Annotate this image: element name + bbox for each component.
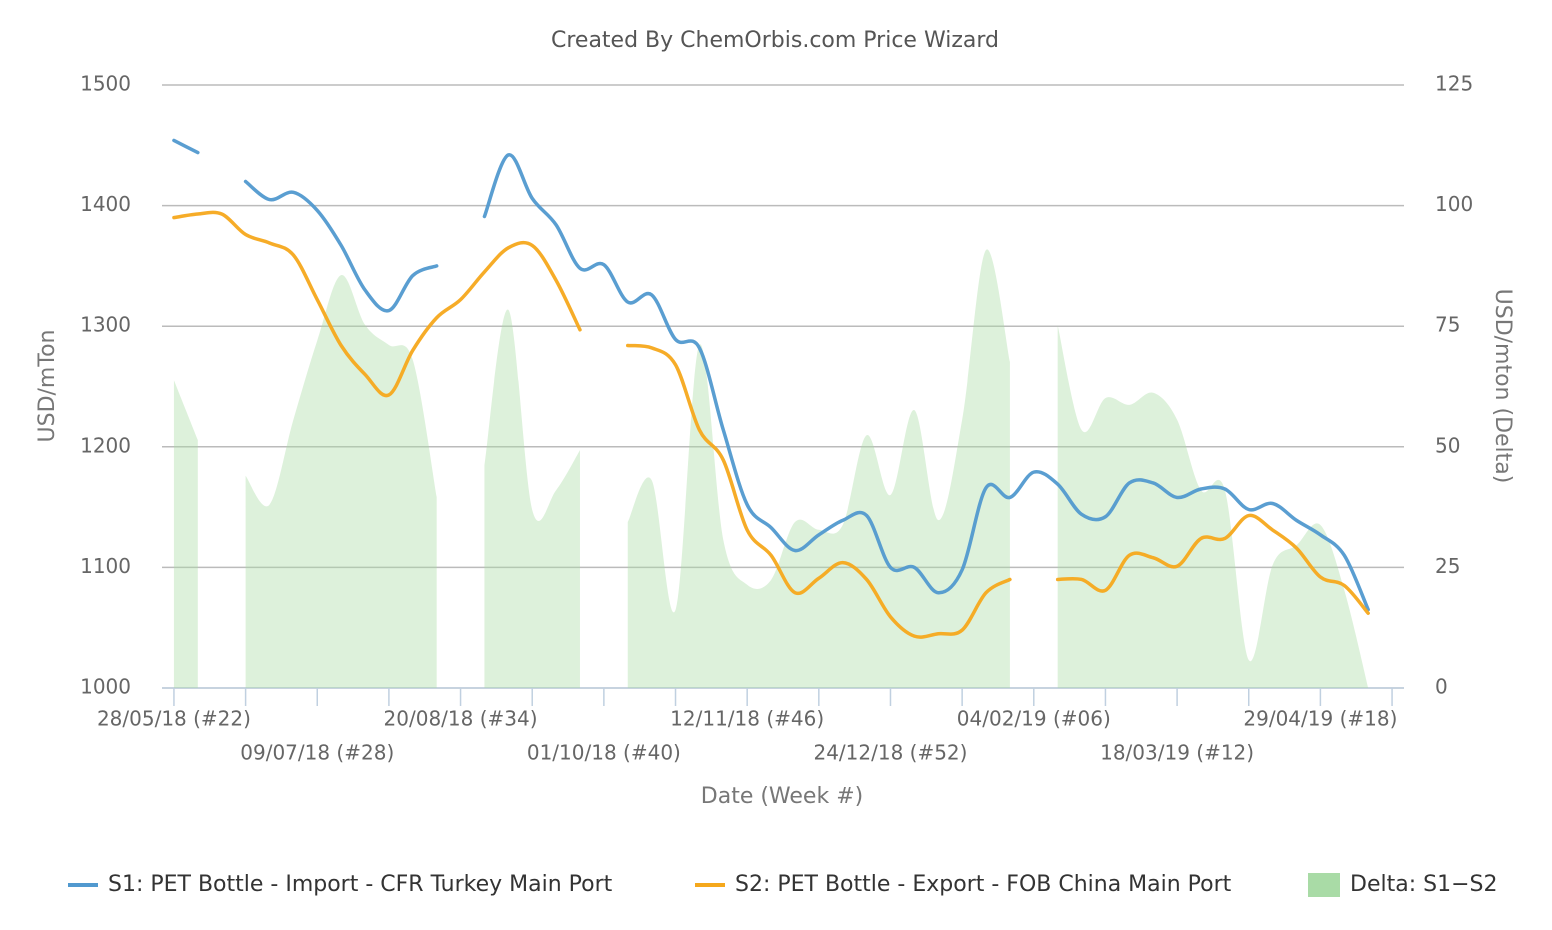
chart-title: Created By ChemOrbis.com Price Wizard <box>551 28 999 53</box>
x-tick-label: 18/03/19 (#12) <box>1100 741 1254 765</box>
x-tick-label: 20/08/18 (#34) <box>384 707 538 731</box>
y-tick-label: 1200 <box>80 433 131 457</box>
y2-tick-label: 50 <box>1435 433 1460 457</box>
y2-tick-label: 0 <box>1435 675 1448 699</box>
y-tick-label: 1400 <box>80 192 131 216</box>
y-tick-label: 1100 <box>80 554 131 578</box>
series-line <box>172 210 1370 639</box>
legend-label: S1: PET Bottle - Import - CFR Turkey Mai… <box>108 872 613 897</box>
legend-label: Delta: S1−S2 <box>1350 872 1497 897</box>
x-tick-label: 24/12/18 (#52) <box>813 741 967 765</box>
delta-area <box>173 249 1369 688</box>
y2-axis-title: USD/mton (Delta) <box>1490 289 1515 484</box>
x-tick-label: 01/10/18 (#40) <box>527 741 681 765</box>
x-axis-title: Date (Week #) <box>701 784 863 809</box>
y-tick-label: 1000 <box>80 675 131 699</box>
y-axis-title: USD/mTon <box>35 330 60 443</box>
x-tick-label: 29/04/19 (#18) <box>1243 707 1397 731</box>
y2-tick-label: 125 <box>1435 72 1473 96</box>
y-tick-label: 1500 <box>80 72 131 96</box>
y2-tick-label: 25 <box>1435 554 1460 578</box>
x-tick-label: 09/07/18 (#28) <box>240 741 394 765</box>
x-tick-label: 12/11/18 (#46) <box>670 707 824 731</box>
legend-label: S2: PET Bottle - Export - FOB China Main… <box>735 872 1232 897</box>
y2-tick-label: 75 <box>1435 313 1460 337</box>
x-tick-label: 04/02/19 (#06) <box>957 707 1111 731</box>
x-tick-label: 28/05/18 (#22) <box>97 707 251 731</box>
y2-tick-label: 100 <box>1435 192 1473 216</box>
legend-swatch <box>1308 873 1340 897</box>
y-tick-label: 1300 <box>80 313 131 337</box>
series-line <box>172 138 1370 612</box>
